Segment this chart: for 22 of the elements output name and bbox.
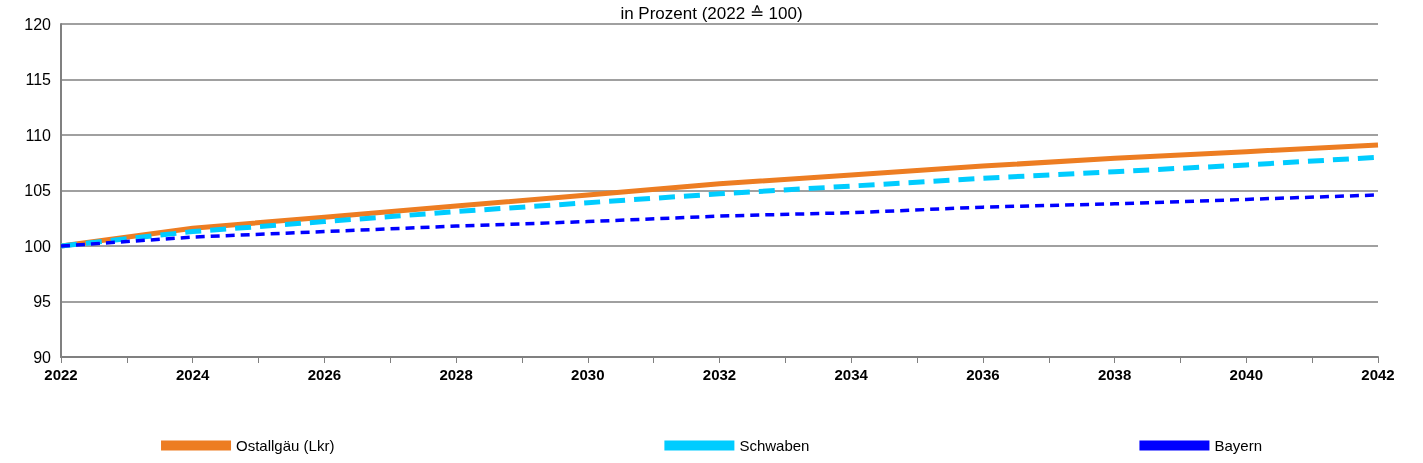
y-tick-label: 120: [24, 15, 52, 33]
y-tick-label: 115: [25, 71, 52, 88]
y-tick-label: 110: [25, 126, 52, 144]
x-tick-label: 2026: [307, 366, 342, 383]
y-tick-label: 100: [24, 237, 52, 255]
x-tick-label: 2032: [702, 366, 737, 383]
legend-label: Bayern: [1214, 437, 1262, 454]
legend-label: Schwaben: [739, 437, 810, 454]
y-tick-label: 90: [33, 348, 52, 366]
x-tick-label: 2034: [834, 366, 869, 383]
x-tick-label: 2030: [571, 366, 605, 383]
x-tick-label: 2022: [44, 366, 78, 383]
x-tick-label: 2040: [1229, 366, 1263, 383]
legend-label: Ostallgäu (Lkr): [236, 437, 335, 454]
x-tick-label: 2036: [966, 366, 1000, 383]
x-tick-label: 2028: [439, 366, 473, 383]
x-tick-label: 2042: [1361, 366, 1395, 383]
y-tick-label: 105: [24, 182, 52, 199]
x-tick-label: 2038: [1097, 366, 1132, 383]
chart-title: in Prozent (2022 ≙ 100): [620, 4, 803, 23]
y-tick-label: 95: [33, 293, 52, 310]
x-tick-label: 2024: [176, 366, 211, 383]
